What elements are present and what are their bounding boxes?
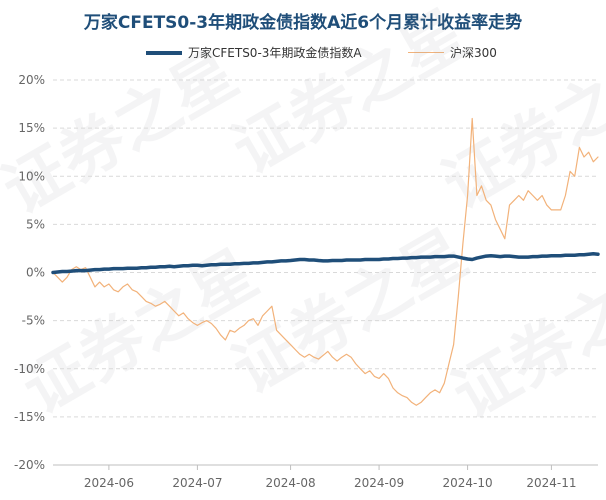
y-tick-label: -10% [14, 362, 45, 376]
legend-swatch-fund [146, 50, 182, 55]
y-tick-label: 20% [18, 73, 45, 87]
x-tick-label: 2024-09 [354, 476, 404, 490]
watermark-text: 证券之星 [221, 217, 480, 409]
y-tick-label: 0% [26, 266, 45, 280]
legend-item-csi300[interactable]: 沪深300 [408, 44, 497, 61]
x-tick-label: 2024-08 [265, 476, 315, 490]
x-tick-label: 2024-11 [526, 476, 576, 490]
legend-swatch-csi300 [408, 52, 444, 53]
x-tick-label: 2024-07 [172, 476, 222, 490]
series-line-fund [51, 251, 600, 275]
legend-label-csi300: 沪深300 [450, 46, 497, 60]
legend-item-fund[interactable]: 万家CFETS0-3年期政金债指数A [146, 44, 362, 61]
series-line-csi300 [52, 117, 599, 406]
y-tick-label: 10% [18, 169, 45, 183]
legend-label-fund: 万家CFETS0-3年期政金债指数A [188, 46, 362, 60]
chart-title: 万家CFETS0-3年期政金债指数A近6个月累计收益率走势 [83, 13, 523, 33]
y-tick-label: -15% [14, 410, 45, 424]
y-tick-label: -5% [22, 314, 45, 328]
y-tick-label: -20% [14, 458, 45, 472]
y-tick-label: 15% [18, 121, 45, 135]
chart-legend: 万家CFETS0-3年期政金债指数A 沪深300 [0, 44, 606, 62]
x-tick-label: 2024-06 [84, 476, 134, 490]
y-tick-label: 5% [26, 217, 45, 231]
x-tick-label: 2024-10 [443, 476, 493, 490]
